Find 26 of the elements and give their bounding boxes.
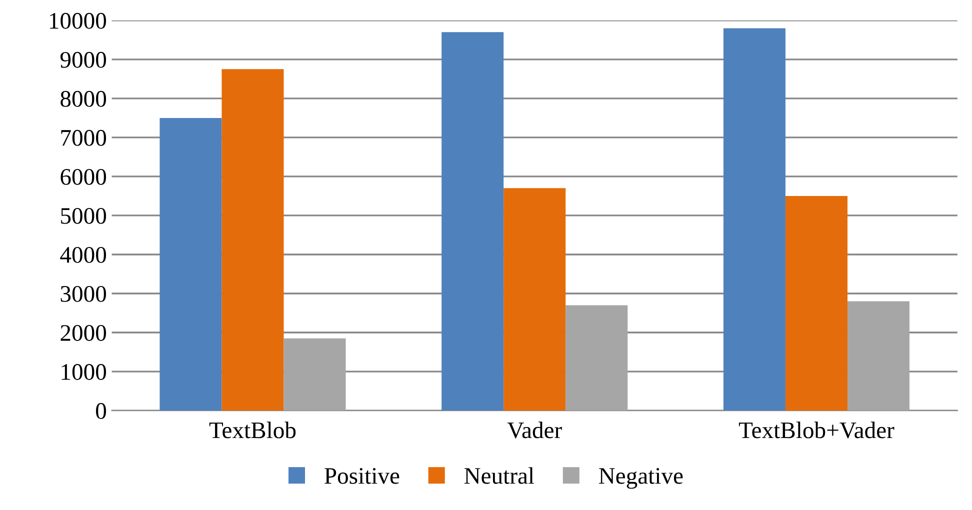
y-tick-label: 5000 (61, 208, 106, 224)
bar (723, 28, 786, 411)
legend-label: Positive (324, 468, 400, 484)
y-tick-label: 1000 (62, 364, 106, 380)
y-tick-label: 0 (96, 403, 106, 419)
y-tick-label: 4000 (60, 246, 106, 263)
y-tick-label: 2000 (60, 325, 106, 341)
y-tick-label: 10000 (50, 12, 106, 29)
bar (160, 118, 222, 411)
legend-label: Negative (598, 468, 683, 489)
y-tick-label: 8000 (60, 90, 106, 107)
legend-label: Neutral (464, 467, 534, 484)
bar (284, 338, 346, 411)
y-tick-label: 7000 (61, 130, 106, 146)
y-tick-label: 9000 (60, 52, 106, 68)
bar (504, 188, 566, 411)
bar (222, 69, 284, 411)
x-tick-label: TextBlob (209, 422, 296, 438)
y-tick-label: 6000 (60, 168, 106, 185)
x-tick-label: Vader (507, 422, 562, 438)
bar (442, 32, 504, 411)
bar (566, 305, 628, 411)
x-tick-label: TextBlob+Vader (738, 422, 894, 438)
y-tick-label: 3000 (60, 286, 106, 302)
bar (847, 301, 910, 411)
bar (785, 196, 848, 411)
